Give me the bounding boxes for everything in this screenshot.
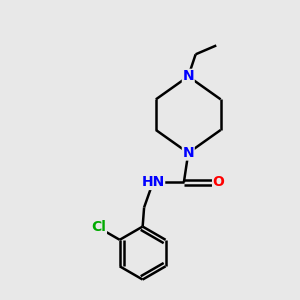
Text: O: O xyxy=(213,176,224,189)
Text: N: N xyxy=(182,69,194,83)
Text: N: N xyxy=(182,146,194,160)
Text: Cl: Cl xyxy=(92,220,106,234)
Text: HN: HN xyxy=(141,176,165,189)
